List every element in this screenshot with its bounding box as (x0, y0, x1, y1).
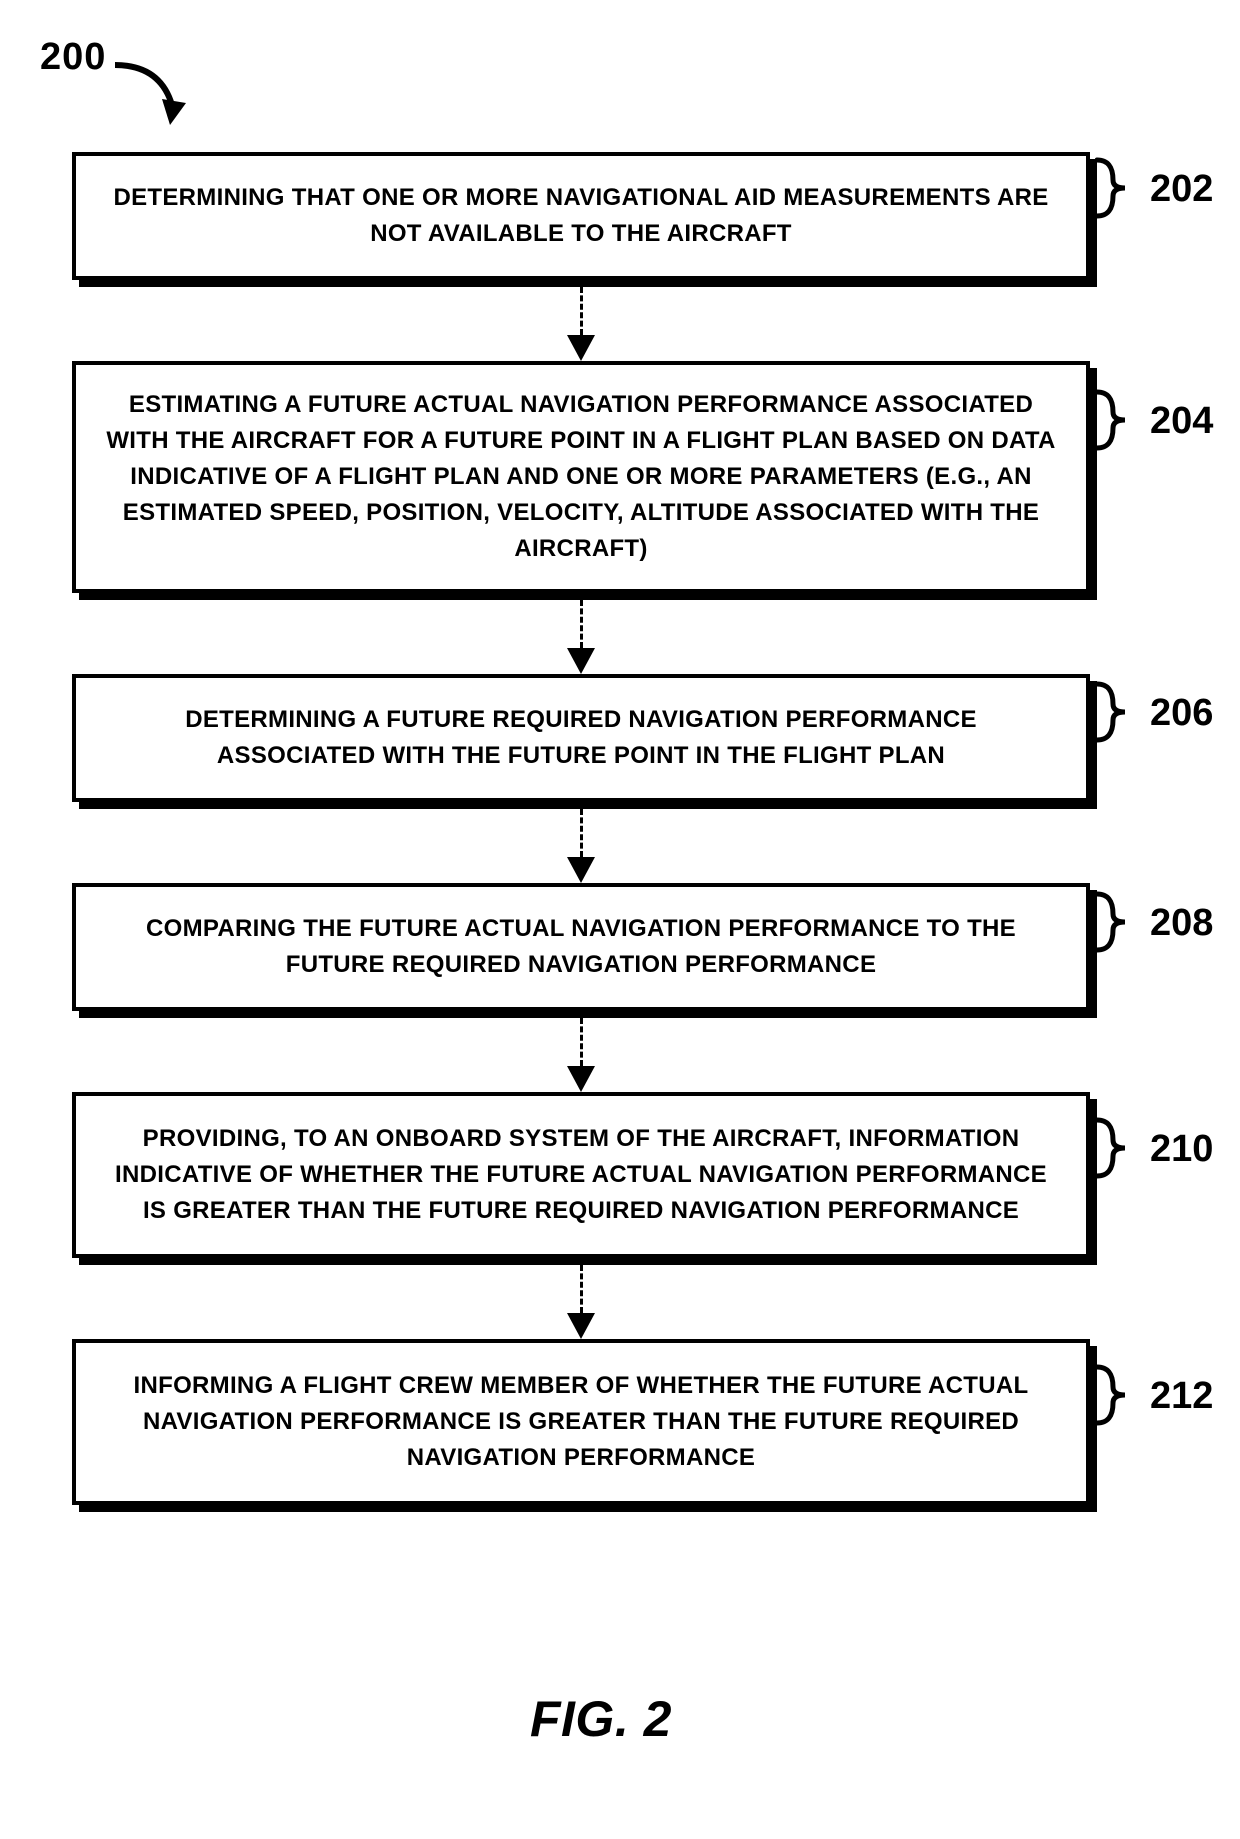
box-shadow (79, 802, 1097, 809)
box-shadow (79, 280, 1097, 287)
flow-arrow-line (580, 600, 583, 648)
flow-arrow-head-icon (567, 1313, 595, 1339)
box-shadow (79, 1505, 1097, 1512)
flow-arrow-head-icon (567, 1066, 595, 1092)
flow-id-label: 200 (40, 36, 106, 79)
flow-step-text: PROVIDING, TO AN ONBOARD SYSTEM OF THE A… (104, 1121, 1058, 1229)
step-bracket (1095, 681, 1145, 743)
step-bracket (1095, 389, 1145, 451)
step-bracket (1095, 1117, 1145, 1179)
flow-step-box: DETERMINING A FUTURE REQUIRED NAVIGATION… (72, 674, 1090, 802)
flow-step-box: INFORMING A FLIGHT CREW MEMBER OF WHETHE… (72, 1339, 1090, 1505)
flow-arrow-line (580, 809, 583, 857)
flow-step-box: COMPARING THE FUTURE ACTUAL NAVIGATION P… (72, 883, 1090, 1011)
flow-arrow-head-icon (567, 857, 595, 883)
flow-step-box: PROVIDING, TO AN ONBOARD SYSTEM OF THE A… (72, 1092, 1090, 1258)
step-number-label: 212 (1150, 1375, 1213, 1418)
figure-caption: FIG. 2 (530, 1690, 672, 1748)
flow-arrow-line (580, 1018, 583, 1066)
flow-step-text: DETERMINING A FUTURE REQUIRED NAVIGATION… (104, 702, 1058, 774)
flow-id-arrow (110, 55, 200, 135)
flow-arrow-line (580, 1265, 583, 1313)
step-number-label: 204 (1150, 400, 1213, 443)
step-number-label: 206 (1150, 692, 1213, 735)
flow-arrow-line (580, 287, 583, 335)
page: 200 DETERMINING THAT ONE OR MORE NAVIGAT… (0, 0, 1240, 1839)
step-number-label: 202 (1150, 168, 1213, 211)
flow-step-text: COMPARING THE FUTURE ACTUAL NAVIGATION P… (104, 911, 1058, 983)
flow-step-box: DETERMINING THAT ONE OR MORE NAVIGATIONA… (72, 152, 1090, 280)
flow-step-text: INFORMING A FLIGHT CREW MEMBER OF WHETHE… (104, 1368, 1058, 1476)
flow-arrow-head-icon (567, 648, 595, 674)
box-shadow (79, 1011, 1097, 1018)
flow-step-box: ESTIMATING A FUTURE ACTUAL NAVIGATION PE… (72, 361, 1090, 593)
step-bracket (1095, 157, 1145, 219)
step-number-label: 210 (1150, 1128, 1213, 1171)
flow-arrow-head-icon (567, 335, 595, 361)
flow-step-text: DETERMINING THAT ONE OR MORE NAVIGATIONA… (104, 180, 1058, 252)
step-number-label: 208 (1150, 902, 1213, 945)
box-shadow (79, 593, 1097, 600)
flow-step-text: ESTIMATING A FUTURE ACTUAL NAVIGATION PE… (104, 387, 1058, 567)
step-bracket (1095, 891, 1145, 953)
box-shadow (79, 1258, 1097, 1265)
step-bracket (1095, 1364, 1145, 1426)
